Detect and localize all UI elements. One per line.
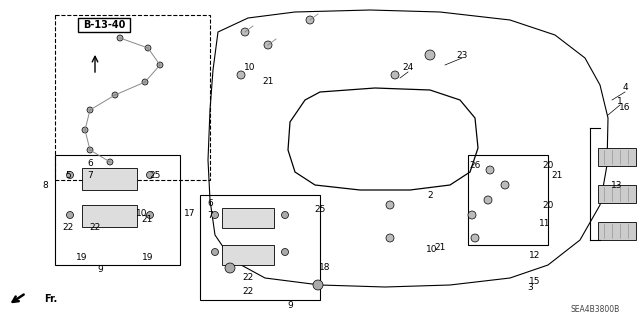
Text: 25: 25: [314, 205, 326, 214]
Circle shape: [471, 234, 479, 242]
Text: 22: 22: [243, 273, 253, 283]
Text: 8: 8: [42, 181, 48, 189]
Circle shape: [313, 280, 323, 290]
Circle shape: [225, 263, 235, 273]
Bar: [82, 168, 137, 190]
Circle shape: [82, 127, 88, 133]
Bar: [222, 208, 274, 228]
Text: 2: 2: [427, 190, 433, 199]
Text: 21: 21: [262, 78, 274, 86]
Bar: [598, 148, 636, 166]
Circle shape: [282, 211, 289, 219]
Circle shape: [147, 211, 154, 219]
Circle shape: [501, 181, 509, 189]
Circle shape: [142, 79, 148, 85]
Text: 25: 25: [149, 170, 161, 180]
Circle shape: [67, 172, 74, 179]
Text: 13: 13: [611, 181, 623, 189]
Circle shape: [117, 35, 123, 41]
Circle shape: [157, 62, 163, 68]
Text: 24: 24: [403, 63, 413, 72]
Text: B-13-40: B-13-40: [83, 20, 125, 30]
Bar: [222, 245, 274, 265]
Text: 6: 6: [87, 159, 93, 167]
Circle shape: [391, 71, 399, 79]
Circle shape: [107, 159, 113, 165]
Text: 7: 7: [207, 211, 213, 219]
Circle shape: [67, 211, 74, 219]
Text: SEA4B3800B: SEA4B3800B: [571, 306, 620, 315]
Text: 12: 12: [529, 251, 541, 261]
Text: 1: 1: [617, 98, 623, 107]
Circle shape: [147, 172, 154, 179]
Text: 21: 21: [435, 243, 445, 253]
Text: 20: 20: [542, 201, 554, 210]
Text: 9: 9: [97, 265, 103, 275]
Circle shape: [468, 211, 476, 219]
Circle shape: [237, 71, 245, 79]
Text: 11: 11: [540, 219, 551, 227]
Text: 4: 4: [622, 84, 628, 93]
Circle shape: [425, 50, 435, 60]
Circle shape: [87, 147, 93, 153]
Circle shape: [241, 28, 249, 36]
Bar: [82, 205, 137, 227]
Text: 22: 22: [243, 287, 253, 296]
Text: 10: 10: [426, 246, 438, 255]
Circle shape: [211, 249, 218, 256]
Text: 10: 10: [244, 63, 256, 72]
Circle shape: [112, 92, 118, 98]
Circle shape: [484, 196, 492, 204]
Bar: [598, 222, 636, 240]
Circle shape: [306, 16, 314, 24]
Circle shape: [386, 234, 394, 242]
Text: 6: 6: [207, 198, 213, 207]
Text: 20: 20: [542, 160, 554, 169]
Text: 22: 22: [62, 224, 74, 233]
Text: 21: 21: [551, 170, 563, 180]
Bar: [55, 155, 180, 265]
Bar: [200, 195, 320, 300]
Text: 10: 10: [136, 209, 148, 218]
Circle shape: [145, 45, 151, 51]
Bar: [468, 155, 548, 245]
Text: 17: 17: [184, 209, 196, 218]
Text: 19: 19: [142, 254, 154, 263]
Circle shape: [282, 249, 289, 256]
Bar: [78, 18, 130, 32]
Circle shape: [211, 211, 218, 219]
Circle shape: [264, 41, 272, 49]
Text: 23: 23: [456, 50, 468, 60]
Text: 26: 26: [469, 160, 481, 169]
Text: 21: 21: [141, 216, 153, 225]
Text: 9: 9: [287, 300, 293, 309]
Text: 15: 15: [529, 278, 541, 286]
Text: 19: 19: [76, 254, 88, 263]
Bar: [55, 15, 210, 180]
Text: 7: 7: [87, 170, 93, 180]
Text: 16: 16: [620, 103, 631, 113]
Circle shape: [87, 107, 93, 113]
Text: 22: 22: [90, 224, 100, 233]
Bar: [598, 185, 636, 203]
Text: 3: 3: [527, 284, 533, 293]
Text: 18: 18: [319, 263, 331, 272]
Circle shape: [486, 166, 494, 174]
Text: 5: 5: [65, 170, 71, 180]
Circle shape: [386, 201, 394, 209]
Text: Fr.: Fr.: [44, 294, 57, 304]
